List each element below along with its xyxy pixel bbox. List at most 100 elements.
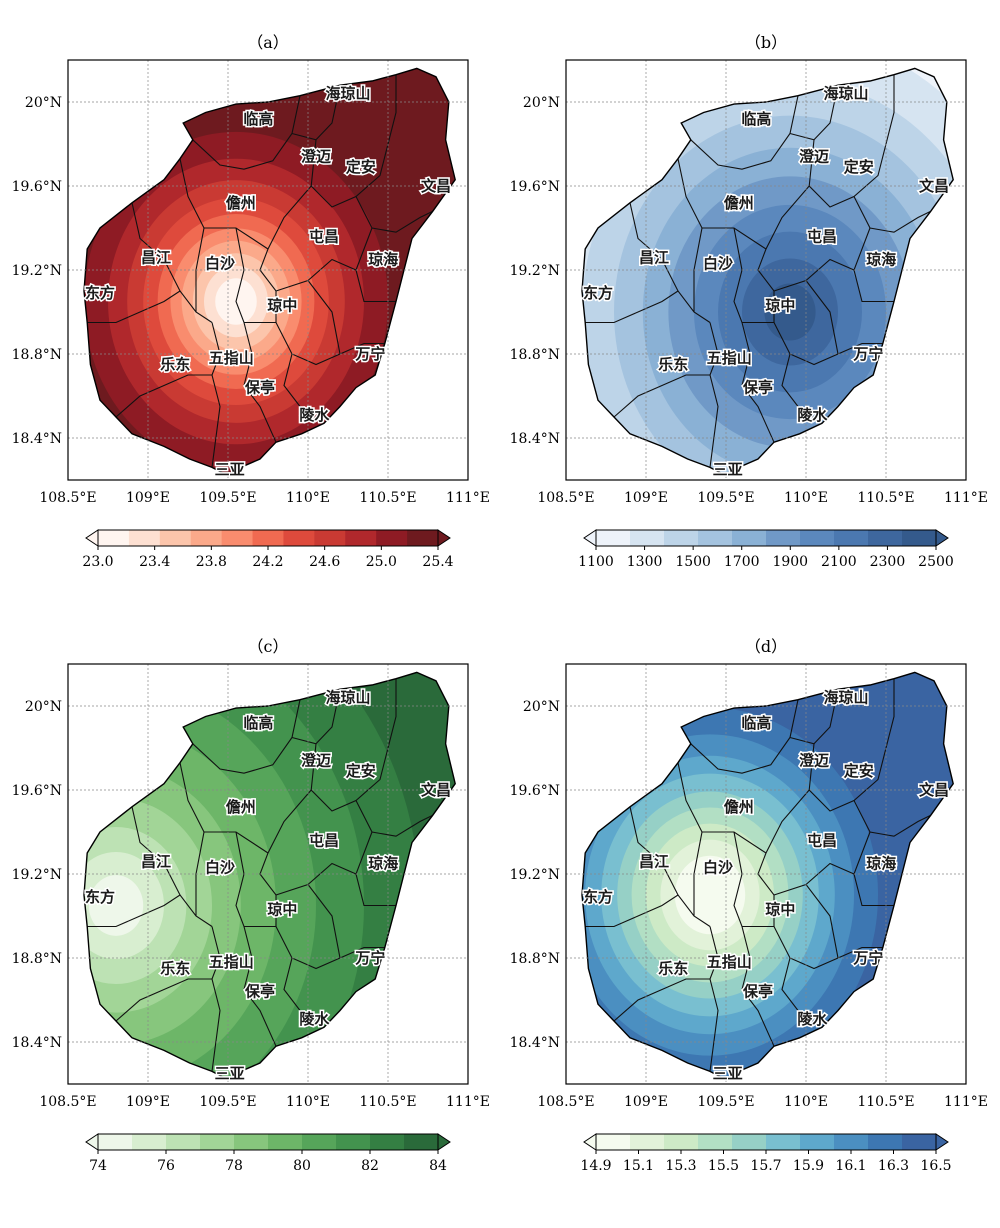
county-label: 保亭 [742,379,773,397]
colorbar-max-arrow [935,1133,949,1151]
county-label: 儋州 [226,798,256,816]
x-tick-label: 110.5°E [359,1094,416,1110]
county-border [773,322,883,366]
county-label: 万宁 [354,345,385,363]
county-label: 文昌 [919,781,949,799]
y-tick-label: 18.8°N [510,347,560,363]
colorbar-segment [596,530,631,546]
county-border [235,831,277,928]
county-label: 定安 [346,762,376,780]
county-label: 保亭 [742,983,773,1001]
county-border [115,374,221,468]
county-border [853,227,894,303]
colorbar-tick-label: 23.0 [82,554,113,570]
county-label: 东方 [85,888,115,906]
county-border [690,95,799,170]
colorbar-tick-label: 15.9 [793,1158,824,1174]
colorbar-segment [868,1134,903,1150]
x-tick-label: 110.5°E [857,1094,914,1110]
county-border [690,699,799,774]
x-tick-label: 109.5°E [199,1094,256,1110]
county-label: 临高 [741,110,771,128]
colorbar-tick-label: 24.2 [252,554,283,570]
colorbar-tick-label: 25.4 [422,554,453,570]
county-label: 万宁 [852,345,883,363]
county-label: 三亚 [713,1065,743,1083]
colorbar-tick-label: 15.3 [665,1158,696,1174]
colorbar-tick-label: 80 [293,1158,311,1174]
county-label: 琼中 [267,901,297,919]
y-tick-label: 18.8°N [12,347,62,363]
panel-title: （c） [248,637,289,656]
x-tick-label: 111°E [944,1094,988,1110]
map-frame [67,663,469,1085]
county-border [259,185,357,292]
colorbar-tick-label: 74 [89,1158,107,1174]
county-label: 澄迈 [301,148,331,166]
county-label: 琼海 [866,855,896,873]
county-border [757,789,855,896]
county-border [613,374,719,468]
county-border [613,978,719,1072]
colorbar-segment [732,530,767,546]
county-label: 五指山 [707,953,752,971]
filled-contours [84,68,456,476]
county-label: 东方 [583,888,613,906]
county-label: 昌江 [639,852,669,870]
map-panel-3: （c） 108.5°E 109°E 109.5°E 110°E 110.5°E 111°E 2… [12,637,490,1174]
colorbar-segment [664,530,699,546]
county-label: 文昌 [421,781,451,799]
county-label: 儋州 [724,798,754,816]
panel-title: （a） [247,33,289,52]
colorbar-segment [98,1134,133,1150]
colorbar-segment [132,1134,167,1150]
y-tick-label: 18.8°N [12,951,62,967]
county-label: 陵水 [299,406,330,424]
county-border [853,800,932,837]
colorbar-tick-label: 16.3 [878,1158,909,1174]
y-tick-label: 19.6°N [510,783,560,799]
map-panel-1: （a） 108.5°E 109°E 109.5°E 110°E 110.5°E 111°E 2… [12,33,490,570]
county-border [283,353,325,424]
county-label: 昌江 [141,248,171,266]
x-tick-label: 109.5°E [697,490,754,506]
colorbar-segment [345,530,377,546]
county-label: 白沙 [703,859,733,877]
county-label: 琼中 [765,901,795,919]
colorbar-tick-label: 78 [225,1158,243,1174]
county-border [87,290,181,324]
county-border [629,202,711,323]
colorbar-tick-label: 15.1 [623,1158,654,1174]
map-frame [565,59,967,481]
county-border [243,322,277,443]
y-tick-label: 20°N [25,95,62,111]
county-border [291,85,341,141]
colorbar: 14.9 15.1 15.3 15.5 15.7 15.9 16.1 16.3 16.5 [580,1133,952,1174]
county-label: 琼海 [368,251,398,269]
county-label: 昌江 [141,852,171,870]
colorbar-segment [166,1134,201,1150]
colorbar-tick-label: 16.1 [835,1158,866,1174]
map-panel-2: （b） 108.5°E 109°E 109.5°E 110°E 110.5°E 111°E 2… [510,33,988,570]
colorbar-tick-label: 24.6 [309,554,340,570]
colorbar-frame [595,529,937,547]
colorbar-segment [596,1134,631,1150]
panel-title: （d） [745,637,787,656]
colorbar-tick-label: 16.5 [920,1158,951,1174]
y-tick-label: 19.6°N [12,179,62,195]
y-tick-label: 19.2°N [510,263,560,279]
county-label: 屯昌 [807,227,837,245]
county-border [781,957,823,1028]
colorbar-tick-label: 76 [157,1158,175,1174]
county-border [355,227,396,303]
county-label: 乐东 [658,356,688,374]
colorbar-segment [834,530,869,546]
colorbar-tick-label: 1300 [627,554,663,570]
colorbar-tick-label: 15.5 [708,1158,739,1174]
colorbar-segment [159,530,192,546]
colorbar-min-arrow [583,529,597,547]
y-tick-label: 19.6°N [12,783,62,799]
colorbar-segment [314,530,346,546]
county-border [789,85,839,141]
